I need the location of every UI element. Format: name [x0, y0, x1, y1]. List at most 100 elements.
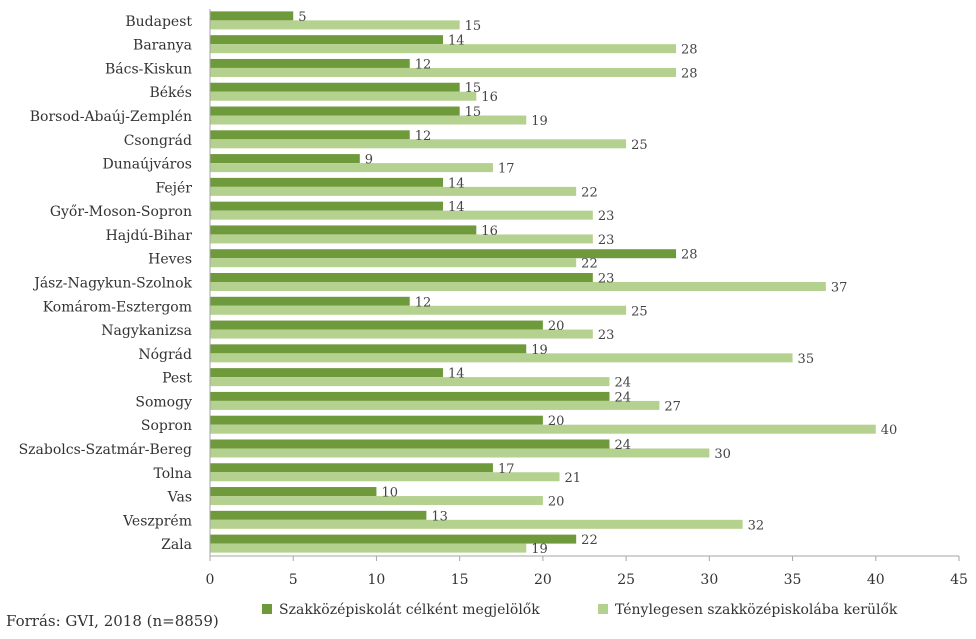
category-label: Békés — [149, 85, 192, 101]
bar-series-1 — [210, 225, 477, 235]
category-label: Budapest — [125, 14, 192, 30]
bar-series-1 — [210, 249, 677, 259]
source-note: Forrás: GVI, 2018 (n=8859) — [6, 612, 219, 630]
bar-series-2 — [210, 424, 876, 434]
category-label: Nagykanizsa — [101, 323, 192, 339]
x-tick-label: 35 — [784, 572, 802, 588]
data-label-series-1: 14 — [448, 367, 465, 382]
bar-series-2 — [210, 258, 577, 268]
bar-series-1 — [210, 154, 360, 164]
data-label-series-2: 20 — [548, 495, 565, 510]
bar-series-2 — [210, 519, 743, 529]
legend: Szakközépiskolát célként megjelölők Tény… — [262, 602, 898, 618]
category-label: Sopron — [141, 418, 192, 434]
x-tick-label: 15 — [451, 572, 469, 588]
category-label: Somogy — [135, 394, 192, 410]
bar-series-1 — [210, 320, 543, 330]
data-label-series-2: 32 — [748, 518, 765, 533]
bar-series-1 — [210, 368, 444, 378]
x-tick-label: 10 — [368, 572, 386, 588]
x-tick-label: 5 — [289, 572, 298, 588]
category-labels: Budapest 5 15 Baranya 14 28 Bács-Kiskun 12 28 Bék… — [19, 10, 898, 557]
data-label-series-2: 22 — [581, 185, 598, 200]
data-label-series-1: 12 — [415, 57, 432, 72]
x-tick-label: 25 — [617, 572, 635, 588]
bar-series-2 — [210, 67, 677, 77]
bar-series-2 — [210, 400, 660, 410]
data-label-series-2: 23 — [598, 328, 615, 343]
bar-series-2 — [210, 44, 677, 54]
bar-series-1 — [210, 510, 427, 520]
data-label-series-2: 16 — [481, 90, 498, 105]
data-label-series-2: 35 — [798, 352, 815, 367]
bar-series-1 — [210, 35, 444, 45]
category-label: Fejér — [155, 180, 192, 196]
data-label-series-1: 24 — [614, 438, 631, 453]
bar-series-1 — [210, 273, 593, 282]
bar-series-1 — [210, 344, 527, 354]
data-label-series-1: 17 — [498, 462, 515, 477]
x-tick-label: 45 — [950, 572, 968, 588]
x-tick-label: 30 — [700, 572, 718, 588]
data-label-series-2: 25 — [631, 138, 648, 153]
data-label-series-2: 25 — [631, 304, 648, 319]
bar-series-1 — [210, 415, 543, 425]
data-label-series-1: 20 — [548, 414, 565, 429]
bar-series-2 — [210, 20, 460, 30]
data-label-series-1: 22 — [581, 533, 598, 548]
category-label: Komárom-Esztergom — [43, 299, 192, 315]
category-label: Bács-Kiskun — [105, 61, 192, 77]
data-label-series-1: 13 — [431, 509, 448, 524]
data-label-series-2: 23 — [598, 209, 615, 224]
bar-series-2 — [210, 115, 527, 125]
data-label-series-1: 12 — [415, 129, 432, 144]
data-label-series-1: 20 — [548, 319, 565, 334]
bar-series-2 — [210, 329, 593, 339]
bar-series-2 — [210, 472, 560, 482]
bar-series-1 — [210, 296, 410, 306]
bar-series-1 — [210, 391, 610, 401]
bar-series-2 — [210, 448, 710, 458]
x-tick-label: 40 — [867, 572, 885, 588]
data-label-series-2: 28 — [681, 66, 698, 81]
data-label-series-2: 19 — [531, 114, 548, 129]
data-label-series-1: 15 — [465, 81, 482, 96]
bar-series-2 — [210, 305, 627, 315]
data-label-series-1: 14 — [448, 176, 465, 191]
data-label-series-2: 23 — [598, 233, 615, 248]
legend-label-series-1: Szakközépiskolát célként megjelölők — [279, 602, 540, 618]
category-label: Szabolcs-Szatmár-Bereg — [19, 442, 192, 458]
bar-series-2 — [210, 186, 577, 196]
bar-series-2 — [210, 496, 543, 506]
x-tick-label: 20 — [534, 572, 552, 588]
bar-series-1 — [210, 82, 460, 92]
bar-series-1 — [210, 201, 444, 211]
category-label: Nógrád — [138, 347, 192, 363]
bar-series-2 — [210, 234, 593, 244]
data-label-series-2: 19 — [531, 542, 548, 557]
category-label: Jász-Nagykun-Szolnok — [32, 276, 192, 292]
bar-series-2 — [210, 210, 593, 220]
bar-series-2 — [210, 91, 477, 101]
category-label: Csongrád — [124, 133, 192, 149]
legend-swatch-series-1 — [262, 604, 272, 614]
bars-layer — [210, 11, 876, 553]
data-label-series-2: 24 — [614, 376, 631, 391]
data-label-series-2: 21 — [565, 471, 582, 486]
category-label: Vas — [167, 490, 192, 506]
bar-series-2 — [210, 543, 527, 553]
data-label-series-1: 24 — [614, 390, 631, 405]
bar-series-1 — [210, 487, 377, 497]
data-label-series-2: 22 — [581, 257, 598, 272]
category-label: Veszprém — [122, 513, 192, 529]
data-label-series-1: 14 — [448, 34, 465, 49]
data-label-series-1: 14 — [448, 200, 465, 215]
data-label-series-1: 10 — [381, 486, 398, 501]
bar-series-1 — [210, 177, 444, 187]
bar-series-1 — [210, 439, 610, 449]
data-label-series-1: 19 — [531, 343, 548, 358]
bar-series-2 — [210, 282, 826, 291]
data-label-series-1: 16 — [481, 224, 498, 239]
data-label-series-1: 28 — [681, 248, 698, 263]
